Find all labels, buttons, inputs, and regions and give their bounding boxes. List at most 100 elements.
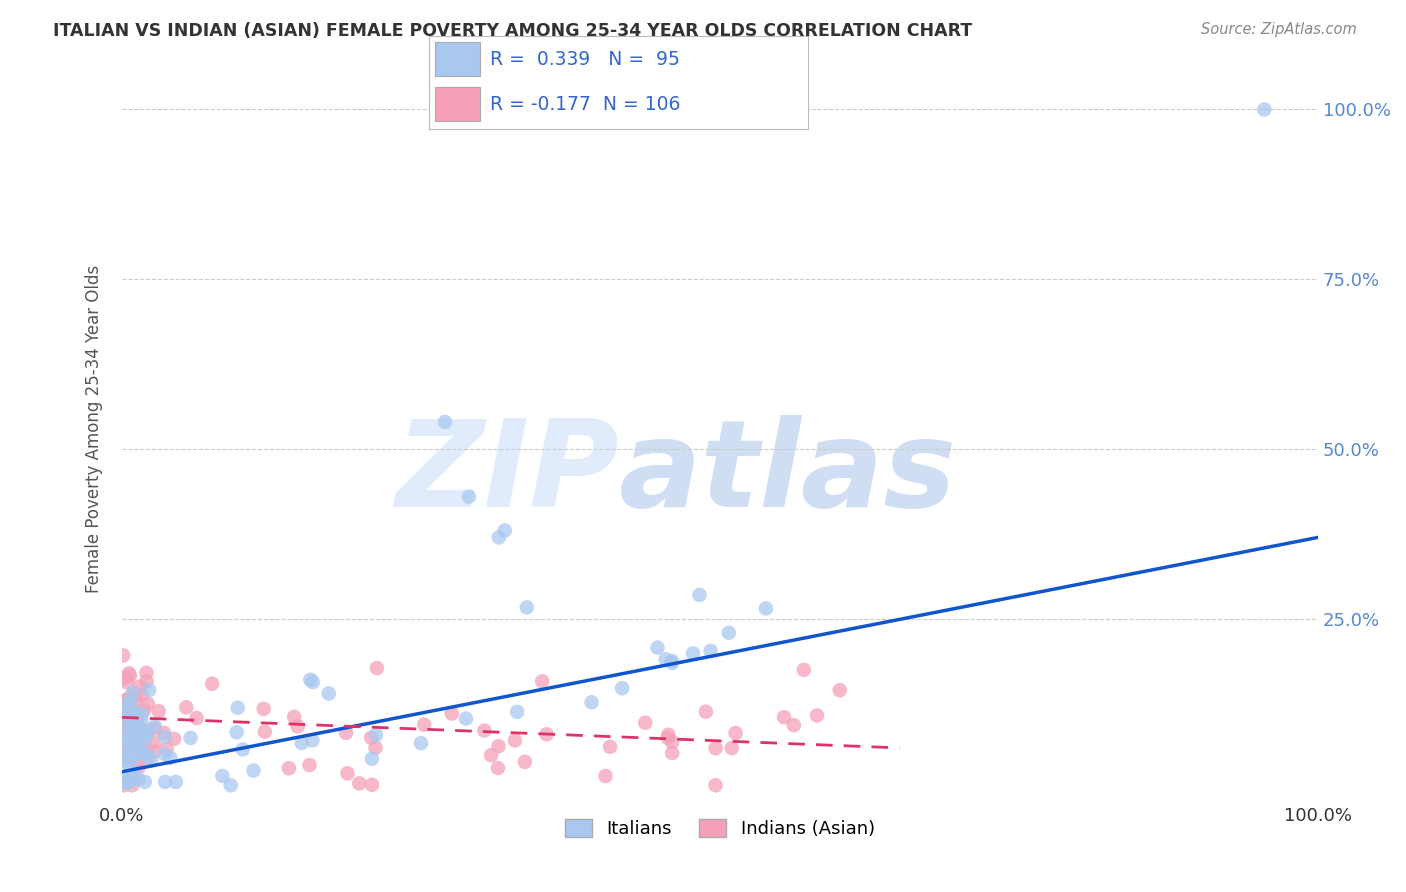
Text: R =  0.339   N =  95: R = 0.339 N = 95 — [489, 50, 679, 69]
Point — [153, 726, 176, 740]
Text: ITALIAN VS INDIAN (ASIAN) FEMALE POVERTY AMONG 25-34 YEAR OLDS CORRELATION CHART: ITALIAN VS INDIAN (ASIAN) FEMALE POVERTY… — [53, 22, 973, 40]
Point — [488, 739, 510, 754]
Y-axis label: Female Poverty Among 25-34 Year Olds: Female Poverty Among 25-34 Year Olds — [86, 265, 103, 593]
Point — [440, 706, 463, 721]
Point — [129, 714, 152, 728]
Point — [135, 665, 157, 680]
Point — [127, 756, 149, 771]
Point — [277, 761, 299, 775]
Point — [117, 706, 139, 720]
Point — [298, 758, 321, 772]
Point — [531, 674, 554, 689]
Point — [120, 758, 142, 772]
Point — [124, 732, 146, 747]
Point — [486, 761, 509, 775]
Point — [127, 706, 149, 721]
Point — [689, 588, 711, 602]
Point — [225, 725, 247, 739]
Legend: Italians, Indians (Asian): Italians, Indians (Asian) — [558, 812, 882, 846]
Point — [122, 740, 145, 755]
Point — [122, 702, 145, 716]
Point — [138, 750, 160, 764]
Point — [121, 733, 143, 747]
Point — [124, 740, 146, 755]
Point — [114, 708, 136, 723]
Point — [134, 775, 156, 789]
Point — [291, 736, 314, 750]
Point — [176, 700, 198, 714]
Text: ZIP: ZIP — [395, 415, 619, 532]
Point — [503, 733, 526, 747]
Point — [773, 710, 796, 724]
Point — [122, 720, 145, 734]
Point — [657, 728, 679, 742]
Point — [409, 736, 432, 750]
Point — [121, 778, 143, 792]
Point — [599, 739, 621, 754]
Text: atlas: atlas — [619, 415, 956, 532]
Point — [112, 734, 135, 748]
Point — [472, 723, 495, 738]
Point — [125, 720, 148, 734]
Point — [165, 775, 187, 789]
Point — [122, 686, 145, 700]
Point — [125, 712, 148, 726]
Point — [124, 704, 146, 718]
Point — [118, 666, 141, 681]
Point — [120, 714, 142, 728]
Point — [114, 712, 136, 726]
Point — [136, 724, 159, 739]
Point — [131, 742, 153, 756]
Point — [112, 648, 135, 663]
Point — [724, 726, 747, 740]
Point — [124, 727, 146, 741]
Point — [120, 723, 142, 738]
FancyBboxPatch shape — [434, 42, 479, 76]
Point — [634, 715, 657, 730]
Point — [610, 681, 633, 696]
Point — [695, 705, 717, 719]
Point — [180, 731, 202, 745]
Point — [720, 741, 742, 756]
Point — [122, 768, 145, 782]
Point — [124, 715, 146, 730]
Point — [121, 726, 143, 740]
Point — [301, 675, 323, 690]
Point — [336, 766, 359, 780]
Point — [413, 717, 436, 731]
Point — [163, 731, 186, 746]
Point — [115, 711, 138, 725]
Point — [136, 697, 159, 711]
Point — [124, 723, 146, 737]
Point — [121, 719, 143, 733]
Point — [479, 748, 502, 763]
Point — [117, 770, 139, 784]
Point — [124, 688, 146, 702]
Point — [159, 750, 181, 764]
Point — [793, 663, 815, 677]
FancyBboxPatch shape — [434, 87, 479, 121]
Text: R = -0.177  N = 106: R = -0.177 N = 106 — [489, 95, 681, 113]
Point — [153, 730, 176, 744]
Point — [131, 739, 153, 753]
Point — [211, 769, 233, 783]
Point — [118, 729, 141, 743]
Point — [115, 724, 138, 739]
Point — [125, 730, 148, 744]
Point — [131, 746, 153, 760]
Point — [115, 675, 138, 690]
Point — [125, 716, 148, 731]
Point — [232, 742, 254, 756]
Point — [124, 692, 146, 706]
Point — [112, 747, 135, 762]
Point — [657, 731, 679, 745]
Point — [129, 680, 152, 694]
Point — [128, 772, 150, 787]
Point — [136, 727, 159, 741]
Point — [828, 683, 851, 698]
Point — [494, 524, 516, 538]
Point — [143, 722, 166, 736]
Point — [361, 752, 384, 766]
Point — [506, 705, 529, 719]
Point — [141, 753, 163, 767]
